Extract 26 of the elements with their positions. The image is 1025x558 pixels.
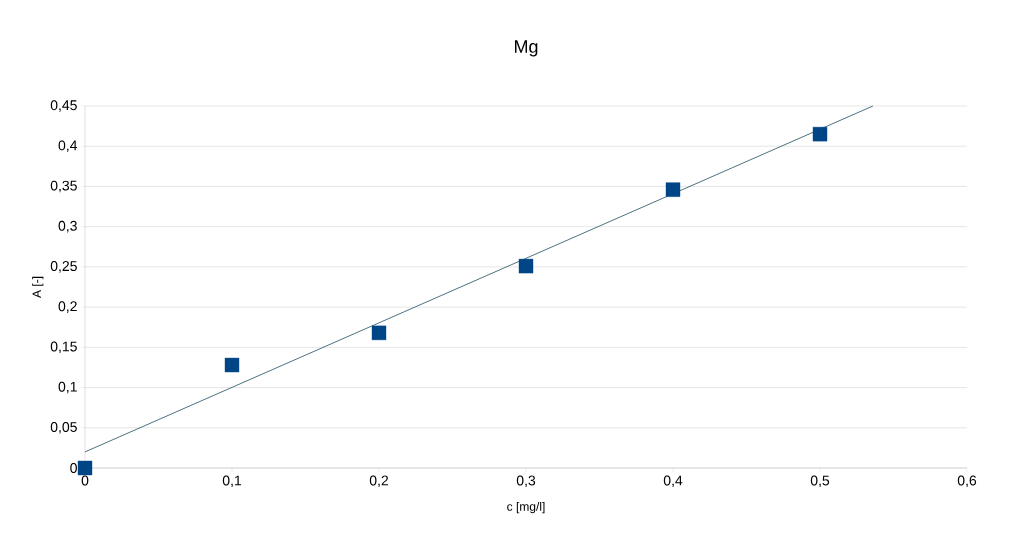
y-tick-label: 0,15: [50, 341, 77, 354]
x-axis-title: c [mg/l]: [507, 501, 545, 514]
x-tick-label: 0: [81, 475, 89, 486]
point: [224, 357, 240, 373]
y-tick-label: 0,4: [58, 140, 78, 152]
x-tick-label: 0,6: [957, 475, 977, 488]
x-tick-label: 0,4: [663, 475, 683, 488]
y-tick-label: 0,2: [58, 301, 77, 313]
point: [77, 460, 93, 476]
point: [812, 126, 828, 142]
x-tick-label: 0,3: [516, 475, 536, 488]
x-tick-label: 0,1: [222, 475, 242, 488]
x-tick-label: 0,2: [369, 475, 389, 488]
chart-title: Mg: [514, 40, 538, 57]
y-tick-label: 0,05: [50, 421, 77, 434]
y-tick-label: 0: [70, 463, 77, 473]
y-tick-label: 0,1: [58, 381, 77, 394]
y-tick-label: 0,35: [50, 180, 77, 193]
y-tick-label: 0,25: [50, 261, 77, 273]
y-tick-label: 0,45: [50, 100, 77, 112]
x-tick-label: 0,5: [810, 475, 830, 488]
y-tick-label: 0,3: [58, 220, 77, 233]
point: [371, 325, 387, 341]
y-axis-title: A [-]: [32, 276, 44, 298]
point: [518, 258, 534, 274]
point: [665, 182, 681, 197]
